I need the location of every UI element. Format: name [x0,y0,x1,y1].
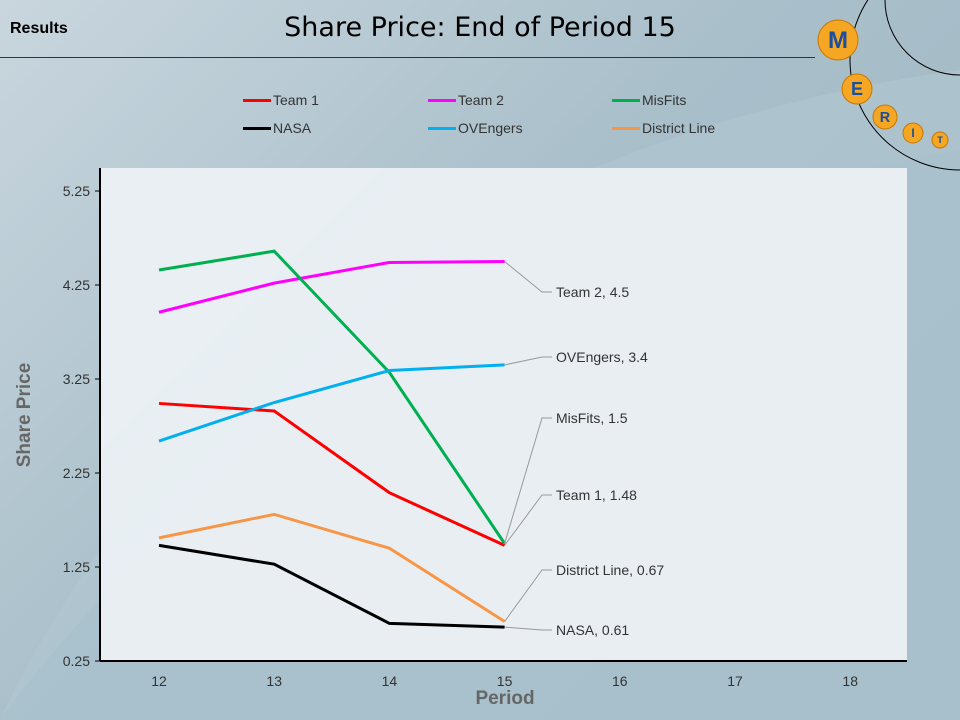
series-line [158,512,506,623]
data-label: OVEngers, 3.4 [556,349,648,365]
x-tick-label: 13 [266,673,282,689]
logo-circle [841,73,873,105]
data-label: Team 1, 1.48 [556,487,637,503]
legend-label: OVEngers [458,120,523,136]
series-line [158,363,505,443]
label-leader-line [504,569,552,622]
data-label: District Line, 0.67 [556,562,664,578]
y-tick-label: 5.25 [63,183,90,199]
legend-label: District Line [642,120,716,136]
x-tick-label: 18 [842,673,858,689]
logo-circle [817,19,859,61]
series-line [158,401,506,547]
legend-item: NASA [243,120,311,136]
x-tick-label: 15 [497,673,513,689]
data-label: NASA, 0.61 [556,622,629,638]
legend-item: OVEngers [428,120,523,136]
series-line [158,260,505,314]
legend-swatch [612,98,640,102]
x-tick-label: 14 [382,673,398,689]
legend-swatch [428,126,456,130]
plot-area [100,168,907,661]
logo-circle [902,122,924,144]
legend-label: Team 2 [458,92,504,108]
logo-letter: T [937,135,943,146]
legend-item: Team 1 [243,92,319,108]
legend-label: Team 1 [273,92,319,108]
logo-circle [872,104,898,130]
logo-letter: E [851,79,863,99]
legend-swatch [428,98,456,102]
data-label: Team 2, 4.5 [556,284,629,300]
legend-item: District Line [612,120,715,136]
x-tick-label: 16 [612,673,628,689]
y-tick-label: 2.25 [63,465,90,481]
label-leader-line [504,626,552,631]
legend-item: MisFits [612,92,686,108]
legend-label: MisFits [642,92,687,108]
legend-swatch [243,126,271,130]
legend-label: NASA [273,120,312,136]
section-label: Results [10,20,68,37]
data-label: MisFits, 1.5 [556,410,628,426]
page-title: Share Price: End of Period 15 [284,12,676,43]
y-tick-label: 1.25 [63,559,90,575]
title-divider [0,57,815,58]
y-tick-label: 4.25 [63,277,90,293]
series-line [158,249,506,545]
label-leader-line [504,494,552,546]
x-axis-title: Period [475,688,534,709]
label-leader-line [504,261,552,293]
logo-letter: M [828,27,848,54]
series-line [158,543,505,629]
y-tick-label: 3.25 [63,371,90,387]
label-leader-line [504,356,552,366]
logo-letter: R [880,110,891,126]
x-tick-label: 17 [727,673,743,689]
logo-circle [931,131,949,149]
y-tick-label: 0.25 [63,653,90,669]
logo-letter: I [911,126,914,140]
label-leader-line [504,417,552,544]
legend-swatch [243,98,271,102]
y-axis-title: Share Price [14,363,35,468]
legend-swatch [612,126,640,130]
x-tick-label: 12 [151,673,167,689]
legend-item: Team 2 [428,92,504,108]
